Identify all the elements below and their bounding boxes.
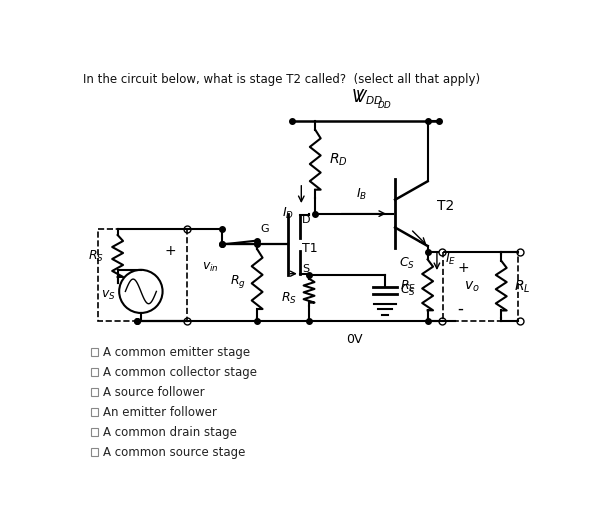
Text: $I_D$: $I_D$: [281, 206, 293, 221]
Text: In the circuit below, what is stage T2 called?  (select all that apply): In the circuit below, what is stage T2 c…: [83, 72, 480, 86]
Text: $I_B$: $I_B$: [356, 187, 367, 202]
Text: $R_g$: $R_g$: [230, 272, 245, 289]
Bar: [98, 229, 187, 322]
Text: A common drain stage: A common drain stage: [103, 426, 237, 439]
Bar: [91, 408, 98, 416]
Text: +: +: [457, 261, 469, 276]
Text: $R_S$: $R_S$: [281, 291, 298, 306]
Text: $v_o$: $v_o$: [464, 280, 479, 294]
Text: G: G: [260, 224, 269, 234]
Text: $C_S$: $C_S$: [399, 256, 415, 271]
Text: +: +: [164, 244, 176, 259]
Text: S: S: [302, 264, 309, 274]
Text: $R_D$: $R_D$: [329, 151, 348, 168]
Text: A common source stage: A common source stage: [103, 446, 245, 459]
Text: $v_{in}$: $v_{in}$: [202, 261, 219, 274]
Bar: [91, 349, 98, 356]
Text: A common emitter stage: A common emitter stage: [103, 346, 250, 359]
Text: $v_S$: $v_S$: [101, 289, 116, 302]
Text: 0V: 0V: [346, 333, 362, 346]
Text: $R_S$: $R_S$: [88, 249, 104, 263]
Text: An emitter follower: An emitter follower: [103, 406, 217, 419]
Text: -: -: [457, 299, 463, 317]
Text: $V_{DD}$: $V_{DD}$: [355, 89, 383, 107]
Bar: [91, 388, 98, 396]
Text: $I_E$: $I_E$: [445, 252, 456, 267]
Bar: [91, 428, 98, 436]
Bar: [91, 368, 98, 376]
Bar: [91, 449, 98, 456]
Text: $R_E$: $R_E$: [400, 279, 416, 294]
Text: $_{DD}$: $_{DD}$: [377, 98, 392, 111]
Text: A source follower: A source follower: [103, 386, 205, 399]
Text: $R_L$: $R_L$: [514, 279, 530, 295]
Text: A common collector stage: A common collector stage: [103, 366, 257, 379]
Text: T1: T1: [302, 242, 318, 255]
Text: $C_S$: $C_S$: [401, 283, 416, 298]
Text: $V$: $V$: [351, 88, 365, 106]
Text: T2: T2: [437, 199, 454, 213]
Bar: [443, 252, 518, 322]
Text: D: D: [302, 215, 311, 225]
